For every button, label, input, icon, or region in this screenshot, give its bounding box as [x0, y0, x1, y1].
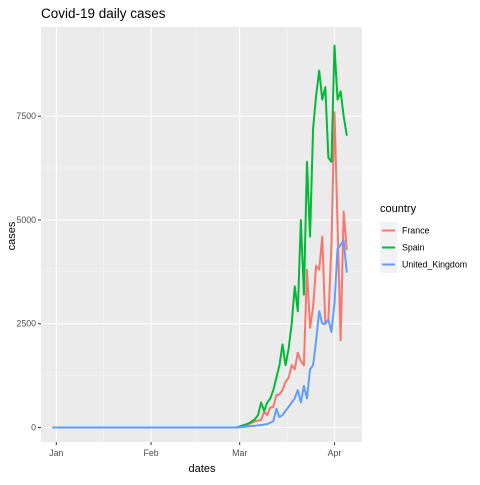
- legend: country France Spain United_Kingdom: [380, 203, 467, 273]
- chart-title: Covid-19 daily cases: [41, 6, 166, 21]
- series-line-spain: [52, 44, 348, 429]
- legend-title: country: [380, 203, 417, 215]
- tick-label-x: Apr: [328, 448, 342, 458]
- plot-panel: [41, 27, 362, 442]
- tick-label-y: 0: [31, 422, 36, 432]
- legend-label-france: France: [402, 226, 429, 236]
- x-axis-label: dates: [189, 463, 216, 475]
- y-axis-label: cases: [6, 221, 18, 250]
- series-line-france: [52, 111, 348, 429]
- series-line-united-kingdom: [52, 239, 348, 429]
- tick-label-x: Jan: [49, 448, 63, 458]
- tick-label-x: Mar: [232, 448, 247, 458]
- plot-area: 0 2500 5000 7500 Jan Feb Mar Apr: [16, 27, 362, 458]
- tick-label-x: Feb: [143, 448, 158, 458]
- legend-label-spain: Spain: [402, 243, 425, 253]
- legend-label-united-kingdom: United_Kingdom: [402, 260, 467, 270]
- tick-label-y: 5000: [16, 215, 36, 225]
- tick-label-y: 7500: [16, 111, 36, 121]
- tick-label-y: 2500: [16, 319, 36, 329]
